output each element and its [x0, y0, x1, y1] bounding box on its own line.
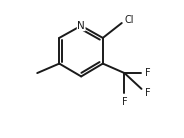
Text: F: F [145, 68, 151, 78]
Text: F: F [122, 97, 127, 107]
Text: Cl: Cl [124, 15, 134, 25]
Text: F: F [145, 88, 151, 98]
Text: N: N [77, 21, 85, 31]
